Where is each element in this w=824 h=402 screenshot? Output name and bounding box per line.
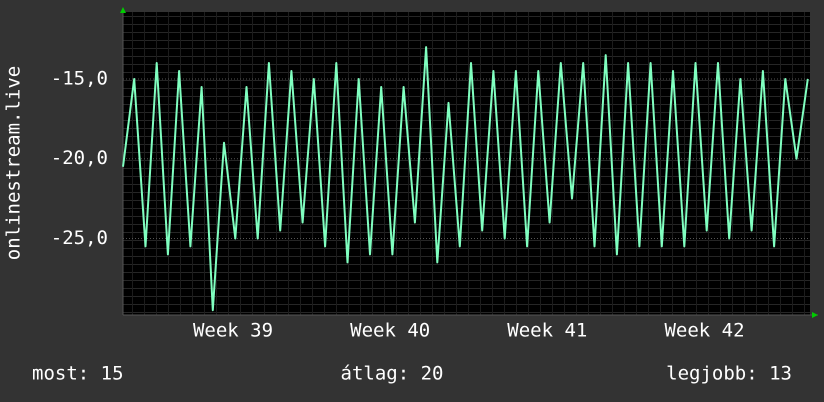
x-arrow [812,312,818,318]
y-tick-label: -20,0 [51,147,108,169]
stat-best: legjobb: 13 [666,363,792,385]
data-line [122,46,809,312]
stat-current: most: 15 [32,363,124,385]
x-tick-label: Week 39 [193,320,273,342]
y-axis-label: onlinestream.live [3,66,25,260]
x-tick-label: Week 42 [664,320,744,342]
y-arrow [120,7,126,13]
y-tick-label: -25,0 [51,227,108,249]
y-tick-label: -15,0 [51,67,108,89]
x-tick-label: Week 41 [507,320,587,342]
stat-average: átlag: 20 [341,363,444,385]
x-tick-label: Week 40 [350,320,430,342]
